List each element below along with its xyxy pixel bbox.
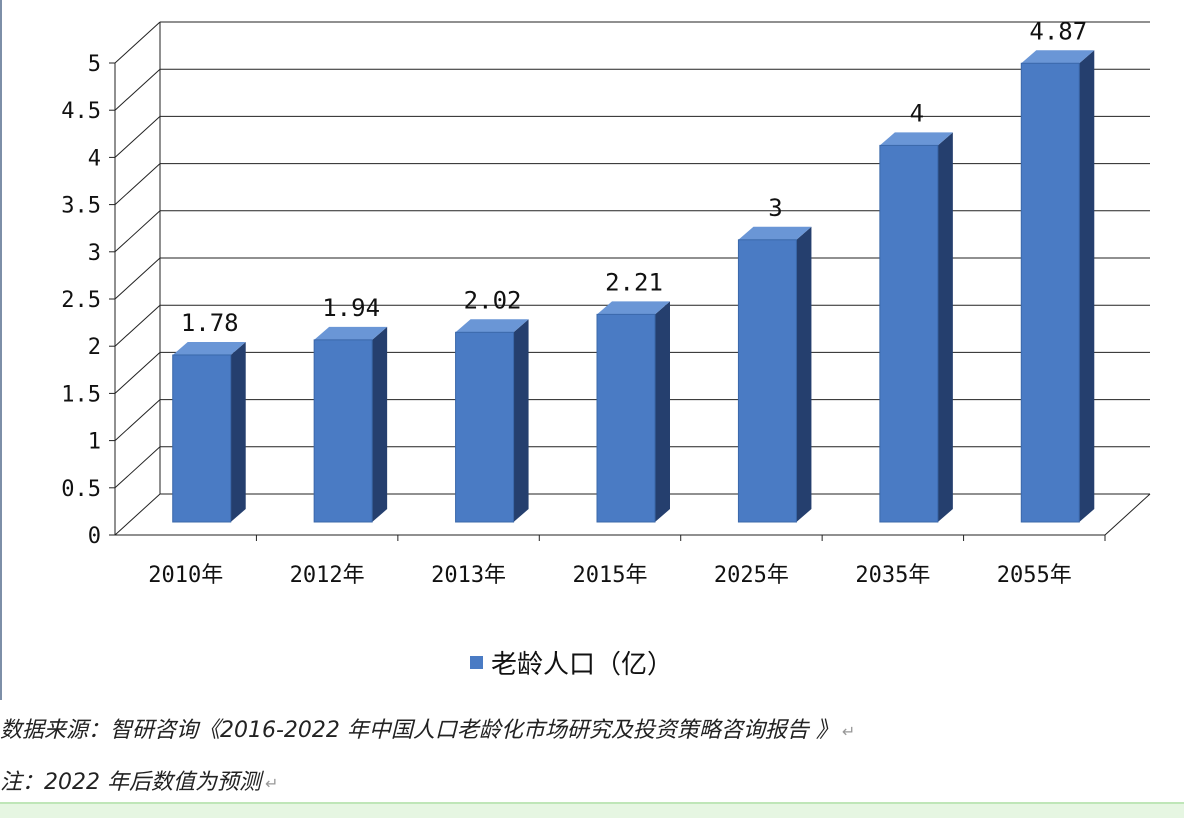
- bar-side: [513, 319, 529, 522]
- y-tick-label: 3: [88, 241, 101, 266]
- y-tick-label: 0: [88, 524, 101, 549]
- bar-side: [372, 326, 388, 522]
- left-border-line: [0, 0, 2, 700]
- x-tick-label: 2015年: [573, 563, 648, 588]
- note-caption: 注：2022 年后数值为预测 ↵: [0, 764, 278, 796]
- x-tick-label: 2013年: [431, 563, 506, 588]
- gridline-wall: [114, 257, 161, 300]
- bar-chart: 0 0.5 1 1.5 2 2.5 3 3.5 4 4.5 5 1.78 2010年 1.94 2012年…: [61, 17, 1151, 588]
- x-tick-label: 2035年: [855, 563, 930, 588]
- y-tick-label: 1.5: [61, 382, 101, 407]
- data-label: 2.21: [605, 268, 663, 296]
- bar-side: [796, 226, 812, 523]
- source-text: 数据来源：智研咨询《2016-2022 年中国人口老龄化市场研究及投资策略咨询报…: [0, 718, 838, 743]
- x-tick-label: 2055年: [997, 563, 1072, 588]
- bar-top: [1021, 50, 1095, 64]
- bar-top: [172, 341, 246, 355]
- y-tick-label: 5: [88, 52, 101, 77]
- gridline-wall: [114, 21, 161, 64]
- data-label: 4.87: [1029, 17, 1087, 45]
- gridline-wall: [114, 493, 161, 536]
- gridline-wall: [114, 399, 161, 441]
- source-caption: 数据来源：智研咨询《2016-2022 年中国人口老龄化市场研究及投资策略咨询报…: [0, 712, 855, 744]
- bar: [455, 331, 515, 523]
- y-tick-label: 2: [88, 335, 101, 360]
- bar: [313, 339, 373, 523]
- bar: [737, 239, 797, 523]
- data-label: 4: [910, 99, 924, 127]
- x-tick-label: 2025年: [714, 563, 789, 588]
- legend-swatch: [470, 656, 483, 669]
- y-tick-label: 4: [88, 146, 101, 171]
- bar: [879, 144, 939, 523]
- y-tick-label: 4.5: [61, 99, 101, 124]
- gridline-wall: [114, 352, 161, 394]
- x-tick-label: 2012年: [290, 563, 365, 588]
- axis-layer: 0 0.5 1 1.5 2 2.5 3 3.5 4 4.5 5: [61, 22, 1151, 549]
- bar-top: [879, 132, 953, 146]
- bar: [1020, 62, 1080, 523]
- data-label: 3: [768, 194, 782, 222]
- bar-layer: [172, 50, 1095, 523]
- gridline-wall: [114, 304, 161, 347]
- bar-top: [455, 319, 529, 333]
- y-tick-label: 2.5: [61, 288, 101, 313]
- label-layer: 1.78 2010年 1.94 2012年 2.02 2013年 2.21 2015年 3 202…: [148, 17, 1087, 588]
- bar-top: [738, 226, 812, 240]
- bar-top: [314, 326, 388, 340]
- floor-right-edge: [1104, 493, 1151, 536]
- x-tick-label: 2010年: [148, 563, 223, 588]
- gridline-wall: [114, 210, 161, 253]
- note-text: 注：2022 年后数值为预测: [0, 770, 261, 795]
- y-tick-label: 0.5: [61, 477, 101, 502]
- paragraph-mark: ↵: [264, 774, 279, 793]
- data-label: 1.78: [181, 309, 239, 337]
- bar-top: [597, 301, 670, 315]
- y-tick-label: 3.5: [61, 194, 101, 219]
- bar-side: [230, 341, 246, 522]
- gridline-wall: [114, 163, 161, 205]
- bar-side: [655, 301, 670, 522]
- bar-side: [937, 132, 953, 522]
- gridline-wall: [114, 116, 161, 158]
- chart-legend: 老龄人口（亿）: [470, 644, 673, 681]
- bottom-band: [0, 802, 1184, 818]
- gridline-wall: [114, 68, 161, 111]
- y-tick-label: 1: [88, 430, 101, 455]
- legend-label: 老龄人口（亿）: [491, 650, 674, 680]
- bar-side: [1079, 50, 1095, 522]
- bar: [596, 313, 656, 523]
- gridline-wall: [114, 446, 161, 489]
- data-label: 2.02: [464, 286, 522, 314]
- paragraph-mark: ↵: [841, 722, 856, 741]
- data-label: 1.94: [322, 294, 380, 322]
- bar: [172, 354, 232, 523]
